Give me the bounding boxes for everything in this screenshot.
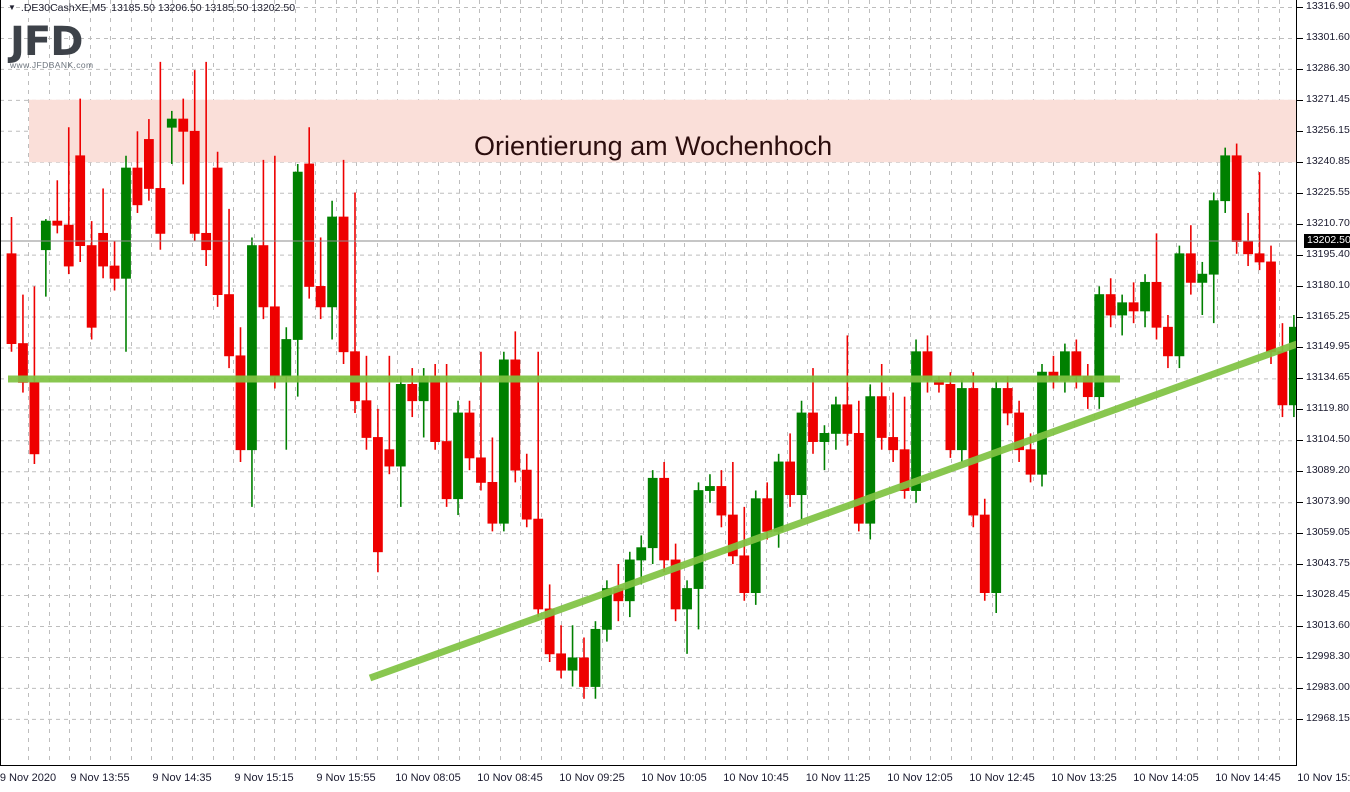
price-tick	[1297, 378, 1303, 380]
ohlc-readout: 13185.50 13206.50 13185.50 13202.50	[111, 2, 296, 14]
price-axis-label: 13149.95	[1306, 340, 1350, 353]
price-axis-label: 13286.30	[1306, 61, 1350, 74]
chart-plot-area[interactable]	[0, 0, 1297, 765]
price-tick	[1297, 285, 1303, 287]
price-tick	[1297, 161, 1303, 163]
axis-horizontal-border	[0, 765, 1297, 766]
price-axis-label: 13073.90	[1306, 495, 1350, 508]
time-axis-label: 9 Nov 15:55	[316, 772, 376, 784]
axis-vertical-border	[1296, 0, 1297, 766]
chevron-down-icon[interactable]: ▼	[8, 3, 16, 12]
price-axis-label: 13165.25	[1306, 309, 1350, 322]
price-axis-label: 12983.00	[1306, 680, 1350, 693]
time-axis-label: 9 Nov 2020	[0, 772, 57, 784]
price-tick	[1297, 564, 1303, 566]
time-axis[interactable]: 9 Nov 2020 9 Nov 13:55 9 Nov 14:35 9 Nov 15…	[0, 766, 1350, 792]
price-tick	[1297, 223, 1303, 225]
time-axis-label: 10 Nov 14:05	[1133, 772, 1199, 784]
trendlines	[8, 340, 1297, 682]
price-tick	[1297, 99, 1303, 101]
price-axis-label: 13028.45	[1306, 588, 1350, 601]
price-axis-label: 13059.05	[1306, 526, 1350, 539]
time-axis-label: 10 Nov 10:05	[641, 772, 707, 784]
logo-url: www.JFDBANK.com	[10, 60, 94, 70]
price-tick	[1297, 626, 1303, 627]
symbol-header[interactable]: ▼ .DE30CashXE,M5 13185.50 13206.50 13185…	[8, 2, 295, 14]
price-axis-label: 13043.75	[1306, 557, 1350, 570]
price-tick	[1297, 687, 1303, 689]
price-axis-label: 12968.15	[1306, 711, 1350, 724]
chart-canvas	[0, 0, 1297, 765]
price-tick	[1297, 656, 1303, 658]
price-axis-label: 12998.30	[1306, 649, 1350, 662]
time-axis-label: 10 Nov 08:45	[477, 772, 543, 784]
time-axis-label: 10 Nov 11:25	[805, 772, 871, 784]
price-axis-label: 13225.55	[1306, 185, 1350, 198]
price-tick	[1297, 192, 1303, 194]
time-axis-label: 9 Nov 14:35	[152, 772, 212, 784]
candlestick-series	[6, 61, 1297, 699]
price-tick	[1297, 502, 1303, 504]
price-axis-label: 13013.60	[1306, 619, 1350, 631]
price-tick	[1297, 471, 1303, 473]
time-axis-label: 10 Nov 15:25	[1297, 772, 1350, 784]
price-axis-label: 13104.50	[1306, 433, 1350, 446]
price-tick	[1297, 440, 1303, 442]
last-price-badge: 13202.50	[1304, 233, 1350, 248]
time-axis-label: 10 Nov 09:25	[559, 772, 625, 784]
price-tick	[1297, 533, 1303, 535]
price-zone-weekly-high	[29, 99, 1297, 163]
price-axis-label: 13210.70	[1306, 216, 1350, 229]
price-tick	[1297, 595, 1303, 597]
price-tick	[1297, 347, 1303, 349]
axis-left-border	[0, 0, 1, 766]
price-tick	[1297, 254, 1303, 256]
price-tick	[1297, 718, 1303, 720]
time-axis-label: 10 Nov 13:25	[1051, 772, 1117, 784]
price-tick	[1297, 409, 1303, 411]
price-axis-label: 13089.20	[1306, 464, 1350, 477]
price-axis-label: 13256.15	[1306, 123, 1350, 136]
price-axis-label: 13240.85	[1306, 154, 1350, 167]
price-tick	[1297, 7, 1303, 8]
time-axis-label: 9 Nov 15:15	[234, 772, 294, 784]
price-axis-label: 13301.60	[1306, 30, 1350, 43]
price-tick	[1297, 130, 1303, 132]
logo-wordmark: JFD	[10, 19, 83, 65]
time-axis-label: 9 Nov 13:55	[70, 772, 130, 784]
price-tick	[1297, 68, 1303, 70]
price-axis[interactable]: 13316.90 13301.60 13286.30 13271.45 13256.15…	[1297, 0, 1350, 792]
price-axis-label: 13316.90	[1306, 0, 1350, 12]
price-axis-label: 13271.45	[1306, 92, 1350, 105]
jfd-logo: JFD www.JFDBANK.com	[10, 22, 130, 70]
price-axis-label: 13195.40	[1306, 247, 1350, 260]
time-axis-label: 10 Nov 12:45	[969, 772, 1035, 784]
price-axis-label: 13134.65	[1306, 371, 1350, 384]
time-axis-label: 10 Nov 10:45	[723, 772, 789, 784]
symbol-label: .DE30CashXE,M5	[20, 2, 107, 14]
time-axis-label: 10 Nov 12:05	[887, 772, 953, 784]
time-axis-label: 10 Nov 08:05	[395, 772, 461, 784]
price-tick	[1297, 37, 1303, 39]
time-axis-label: 10 Nov 14:45	[1215, 772, 1281, 784]
chart-annotation-text: Orientierung am Wochenhoch	[474, 131, 833, 161]
price-axis-label: 13119.80	[1306, 402, 1350, 415]
price-tick	[1297, 316, 1303, 318]
price-axis-label: 13180.10	[1306, 278, 1350, 291]
